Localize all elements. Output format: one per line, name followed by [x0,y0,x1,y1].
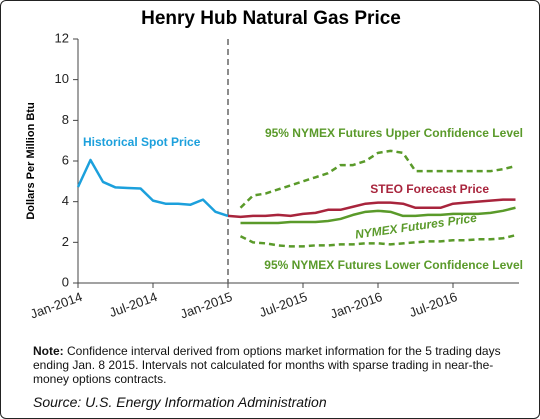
series-line [76,158,229,218]
y-tick-label: 8 [62,112,69,127]
x-tick-label: Jan-2014 [28,289,84,322]
x-tick-label: Jul-2014 [107,289,159,320]
source: Source: U.S. Energy Information Administ… [33,394,327,410]
y-tick-label: 4 [62,193,69,208]
series-label: Historical Spot Price [83,135,201,149]
chart: Henry Hub Natural Gas Price Dollars Per … [25,8,523,322]
series-line [240,206,516,225]
x-tick-label: Jul-2016 [407,289,459,320]
y-tick-label: 0 [62,274,69,289]
y-tick-label: 6 [62,152,69,167]
chart-title: Henry Hub Natural Gas Price [141,8,401,29]
note-label: Note: [33,344,64,358]
y-tick-label: 2 [62,234,69,249]
series-label: STEO Forecast Price [370,182,489,196]
y-tick-label: 12 [55,30,69,45]
x-tick-label: Jul-2015 [257,289,309,320]
x-tick-label: Jan-2016 [328,289,384,322]
series-label: 95% NYMEX Futures Lower Confidence Level [264,258,523,272]
y-tick-label: 10 [55,71,69,86]
series-line [239,149,516,209]
note-text: Confidence interval derived from options… [33,344,501,386]
note: Note: Confidence interval derived from o… [33,344,523,386]
series-line [239,234,516,248]
series-label: 95% NYMEX Futures Upper Confidence Level [265,126,523,140]
series-line [227,198,516,219]
y-axis-label: Dollars Per Million Btu [25,102,37,219]
x-tick-label: Jan-2015 [178,289,234,322]
